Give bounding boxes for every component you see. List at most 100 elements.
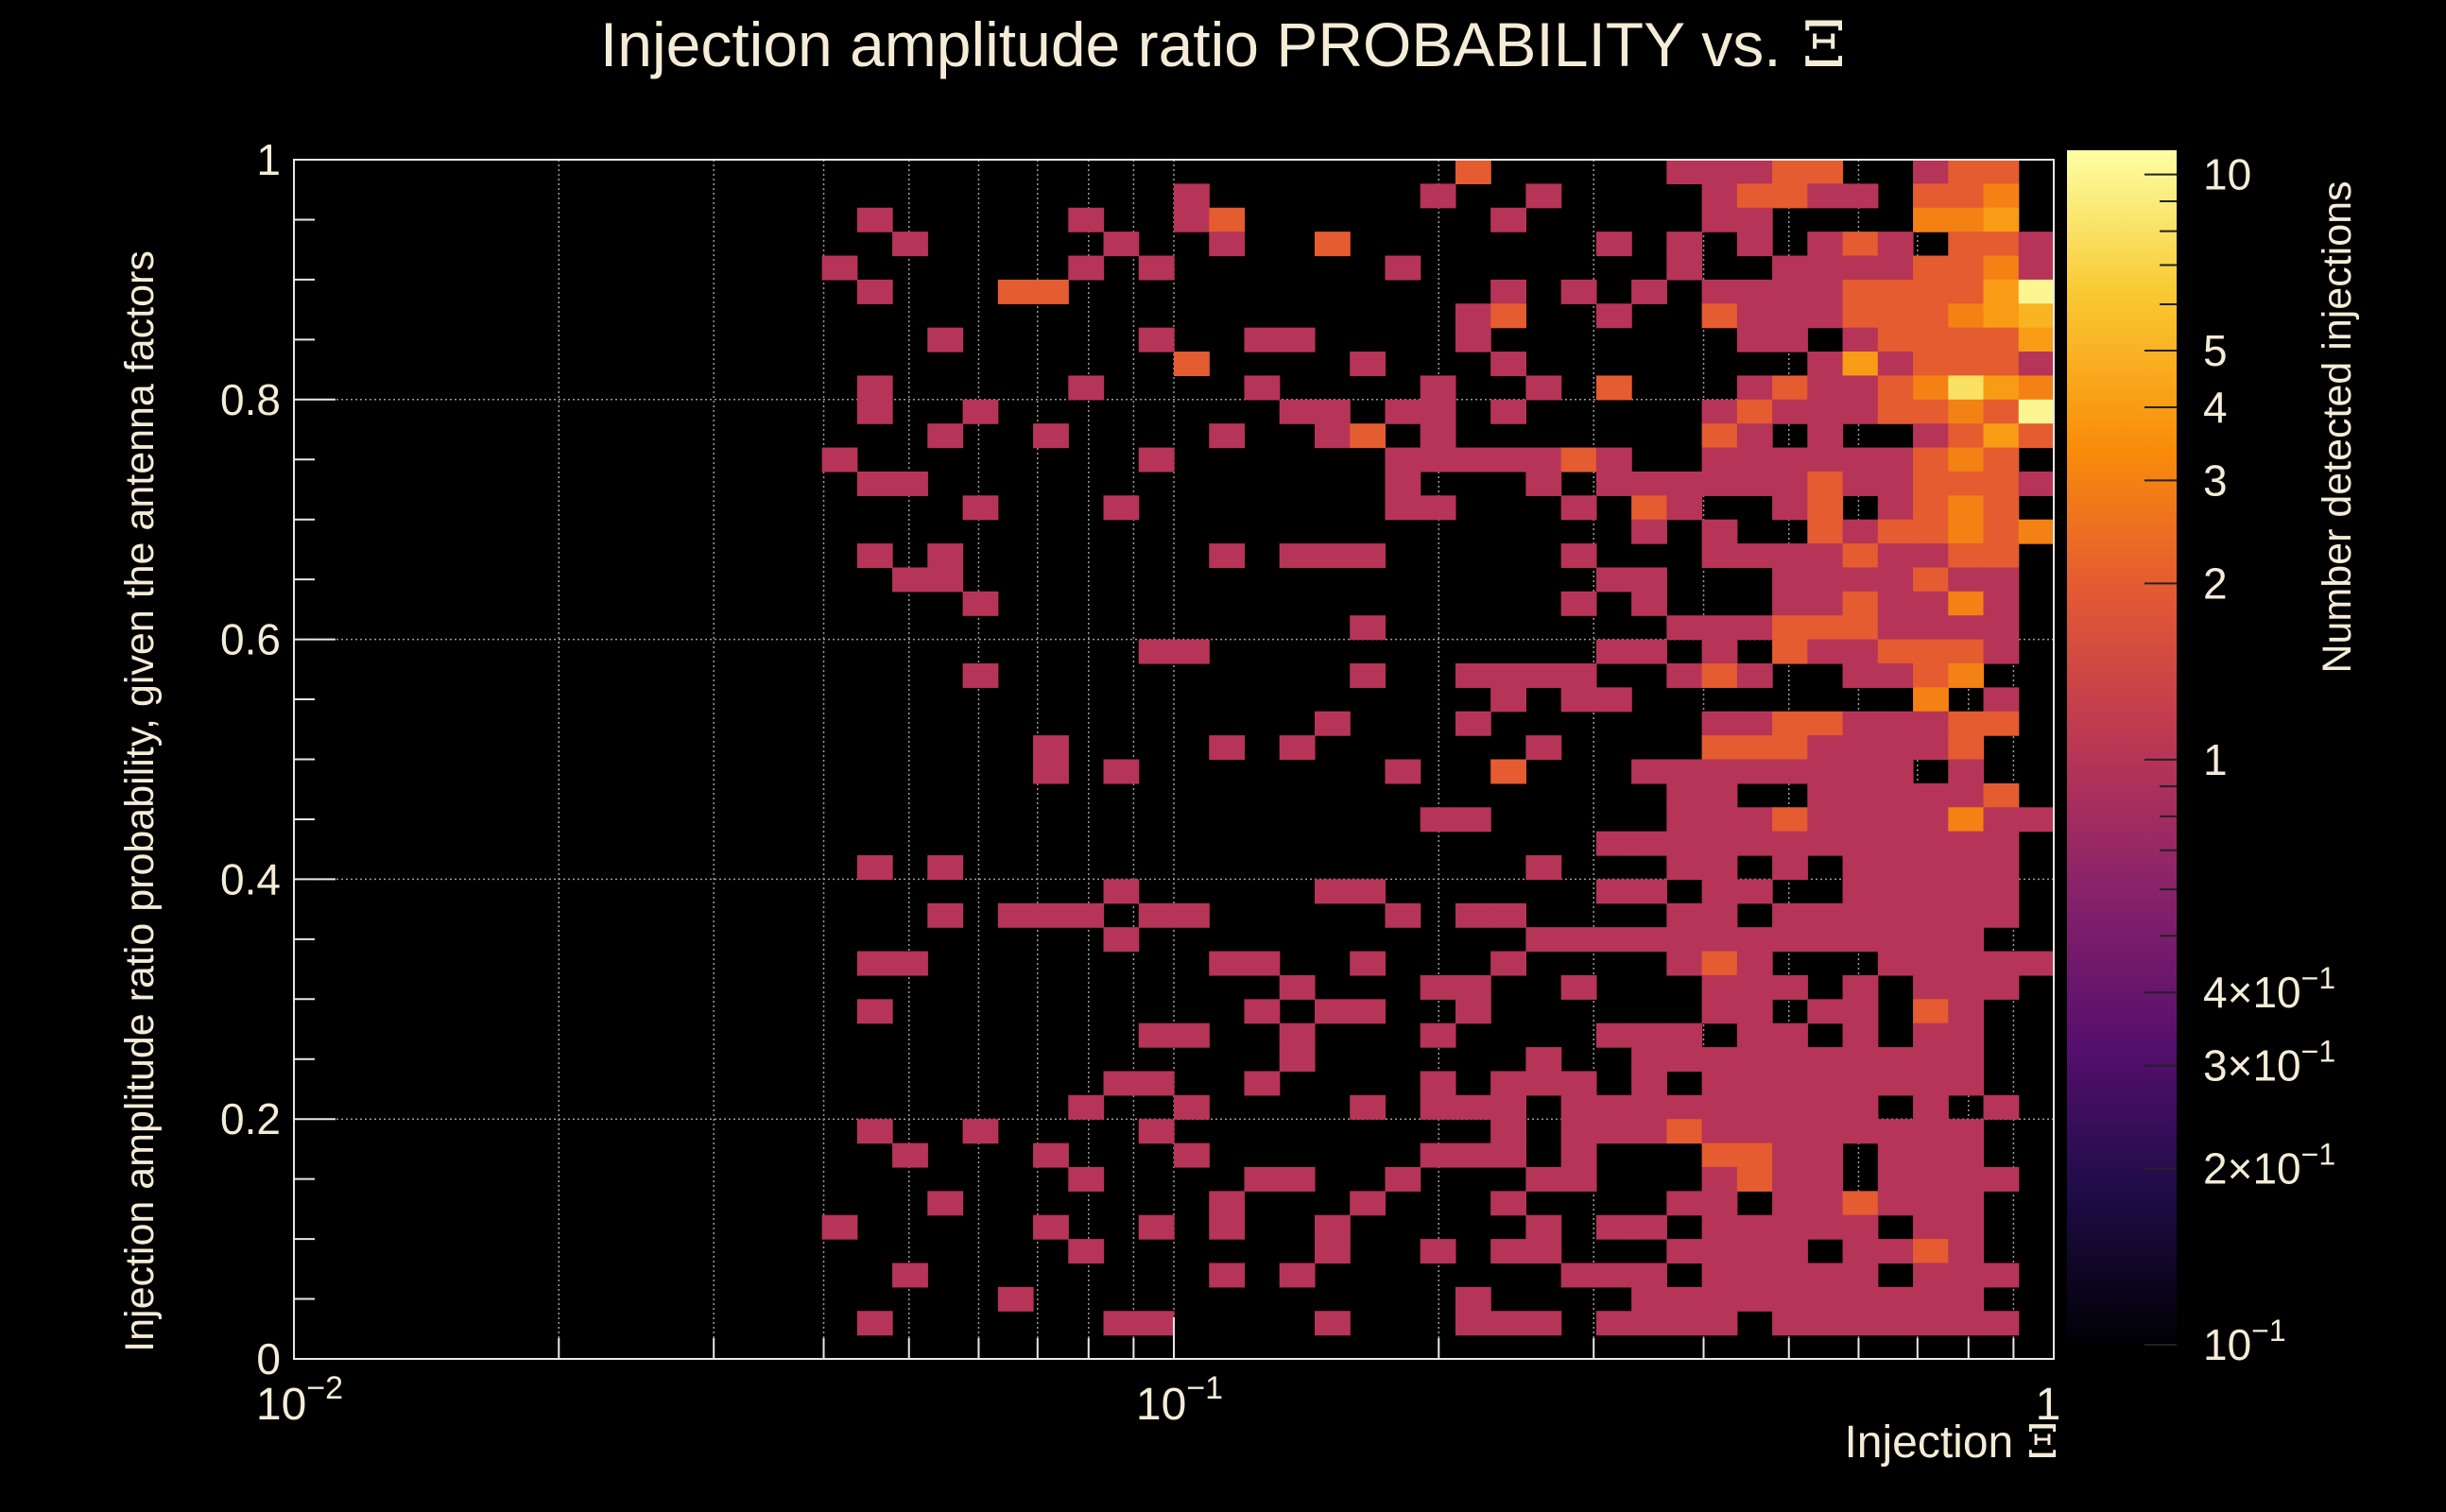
title-xi-symbol: Ξ (1802, 9, 1846, 81)
heatmap-cell (1772, 974, 1808, 1000)
heatmap-cell (1948, 591, 1985, 616)
heatmap-cell (1701, 471, 1738, 496)
heatmap-cell (1842, 447, 1879, 472)
heatmap-cell (1701, 1071, 1738, 1096)
heatmap-cell (1913, 1191, 1949, 1216)
heatmap-cell (927, 327, 964, 352)
heatmap-cell (1948, 303, 1985, 329)
heatmap-cell (1279, 1166, 1316, 1192)
heatmap-cell (1701, 303, 1738, 329)
heatmap-cell (1138, 902, 1175, 928)
heatmap-cell (1103, 232, 1140, 257)
heatmap-cell (1772, 639, 1808, 664)
heatmap-cell (1877, 807, 1914, 833)
heatmap-cell (962, 495, 999, 521)
x-tick-base: 10 (256, 1380, 306, 1430)
heatmap-cell (1525, 1166, 1562, 1192)
heatmap-cell (1490, 1094, 1526, 1120)
heatmap-cell (1983, 879, 2020, 904)
heatmap-cell (1314, 711, 1351, 736)
heatmap-cell (1877, 375, 1914, 401)
heatmap-cell (1948, 1311, 1985, 1336)
heatmap-cell (1350, 1191, 1387, 1216)
heatmap-cell (1913, 662, 1949, 688)
heatmap-cell (1736, 160, 1773, 184)
heatmap-cell (1807, 1286, 1844, 1312)
heatmap-cell (1948, 974, 1985, 1000)
heatmap-cell (1948, 1191, 1985, 1216)
heatmap-cell (1138, 639, 1175, 664)
heatmap-cell (1948, 1071, 1985, 1096)
heatmap-cell (1877, 1119, 1914, 1144)
heatmap-cell (1631, 519, 1667, 544)
heatmap-cell (1983, 782, 2020, 808)
heatmap-cell (1948, 543, 1985, 569)
heatmap-cell (1420, 1071, 1456, 1096)
heatmap-cell (1842, 831, 1879, 856)
heatmap-cell (1807, 447, 1844, 472)
heatmap-cell (1314, 423, 1351, 449)
heatmap-cell (1701, 615, 1738, 641)
heatmap-cell (1772, 759, 1808, 784)
heatmap-cell (1666, 927, 1703, 953)
heatmap-cell (1807, 303, 1844, 329)
heatmap-cell (1948, 615, 1985, 641)
heatmap-cell (1701, 782, 1738, 808)
heatmap-cell (1736, 423, 1773, 449)
heatmap-cell (1913, 831, 1949, 856)
heatmap-cell (1701, 447, 1738, 472)
heatmap-cell (1631, 1022, 1667, 1048)
heatmap-cell (1736, 1119, 1773, 1144)
heatmap-cell (1420, 974, 1456, 1000)
heatmap-cell (1842, 399, 1879, 424)
heatmap-cell (1525, 1239, 1562, 1264)
heatmap-cell (1701, 207, 1738, 232)
heatmap-cell (1455, 974, 1491, 1000)
heatmap-cell (1842, 1071, 1879, 1096)
heatmap-cell (892, 567, 928, 593)
heatmap-cell (1772, 1022, 1808, 1048)
heatmap-cell (1631, 495, 1667, 521)
heatmap-cell (1209, 423, 1246, 449)
heatmap-cell (1420, 447, 1456, 472)
heatmap-cell (1807, 735, 1844, 761)
heatmap-cell (1385, 399, 1421, 424)
heatmap-cell (1842, 303, 1879, 329)
heatmap-cell (1560, 495, 1597, 521)
heatmap-cell (1736, 974, 1773, 1000)
heatmap-cell (1842, 662, 1879, 688)
heatmap-cell (1138, 1311, 1175, 1336)
heatmap-cell (1772, 711, 1808, 736)
heatmap-cell (1138, 1022, 1175, 1048)
heatmap-cell (1525, 471, 1562, 496)
heatmap-cell (1983, 279, 2020, 304)
heatmap-cell (1736, 1022, 1773, 1048)
heatmap-cell (1772, 495, 1808, 521)
heatmap-cell (1701, 1239, 1738, 1264)
heatmap-cell (1842, 927, 1879, 953)
heatmap-cell (1948, 1286, 1985, 1312)
heatmap-cell (1807, 782, 1844, 808)
heatmap-cell (1385, 759, 1421, 784)
heatmap-cell (1350, 999, 1387, 1024)
heatmap-cell (1350, 662, 1387, 688)
heatmap-cell (1068, 902, 1105, 928)
heatmap-cell (1490, 1311, 1526, 1336)
heatmap-cell (1490, 951, 1526, 976)
x-tick-base: 10 (1136, 1380, 1186, 1430)
heatmap-cell (1701, 1166, 1738, 1192)
heatmap-cell (1736, 1094, 1773, 1120)
heatmap-cell (1314, 999, 1351, 1024)
heatmap-cell (1560, 1166, 1597, 1192)
heatmap-cell (1736, 327, 1773, 352)
heatmap-cell (1525, 855, 1562, 880)
heatmap-cell (892, 1263, 928, 1288)
heatmap-cell (1807, 711, 1844, 736)
x-axis-xi-symbol: Ξ (2026, 1416, 2058, 1469)
heatmap-cell (2018, 423, 2055, 449)
heatmap-cell (1807, 1094, 1844, 1120)
heatmap-cell (1983, 902, 2020, 928)
heatmap-cell (1631, 639, 1667, 664)
